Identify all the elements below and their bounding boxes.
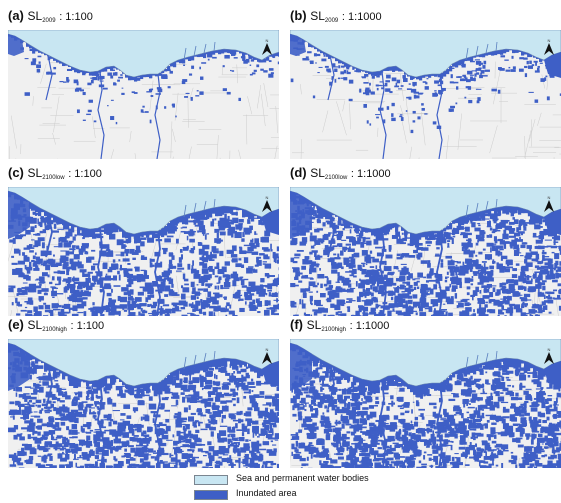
harbor-piers — [183, 198, 216, 218]
panel-title: (c) SL2100low : 1:100 — [8, 165, 102, 185]
river-channels — [45, 363, 161, 468]
map-panel-a: (a) SL2009 : 1:100 N — [8, 8, 279, 160]
legend-label: Inundated area — [236, 488, 297, 498]
svg-text:N: N — [266, 195, 269, 200]
sea-area — [8, 187, 279, 235]
panel-sl-sub: 2100low — [324, 175, 348, 181]
north-arrow-icon: N — [543, 195, 555, 213]
panel-sl: SL — [27, 9, 43, 23]
panel-letter: (f) — [290, 317, 303, 332]
panel-sl: SL — [310, 9, 325, 23]
river-channels — [327, 54, 443, 159]
panel-ratio: : 1:1000 — [341, 11, 382, 23]
inundated-area — [20, 47, 279, 125]
inundation-map — [8, 187, 279, 316]
panel-sl-sub: 2100low — [42, 175, 65, 181]
river-channels — [45, 211, 161, 316]
western-inundation — [290, 34, 306, 56]
inundation-map — [290, 339, 561, 468]
river-channels — [327, 363, 443, 468]
svg-text:N: N — [548, 195, 551, 200]
panel-ratio: : 1:100 — [59, 11, 93, 23]
panel-title: (e) SL2100high : 1:100 — [8, 317, 104, 337]
panel-title: (a) SL2009 : 1:100 — [8, 8, 93, 28]
eastern-inundation — [544, 52, 561, 78]
sea-area — [290, 187, 561, 235]
inundated-area — [8, 196, 279, 316]
map-svg — [8, 187, 279, 316]
map-panel-e: (e) SL2100high : 1:100 N — [8, 317, 279, 469]
eastern-inundation — [544, 361, 561, 387]
panel-sl-sub: 2100high — [42, 327, 67, 333]
panel-letter: (a) — [8, 8, 24, 23]
legend-swatch-inundated — [194, 490, 228, 500]
inundated-area — [290, 36, 561, 134]
map-panel-f: (f) SL2100high : 1:1000 N — [290, 317, 561, 469]
panel-letter: (d) — [290, 165, 307, 180]
harbor-piers — [465, 41, 498, 61]
map-svg — [8, 30, 279, 159]
panel-title: (d) SL2100low : 1:1000 — [290, 165, 391, 185]
panel-letter: (c) — [8, 165, 24, 180]
harbor-piers — [465, 198, 498, 218]
sea-area — [290, 339, 561, 387]
panel-title: (f) SL2100high : 1:1000 — [290, 317, 389, 337]
panel-letter: (e) — [8, 317, 24, 332]
panel-sl-sub: 2009 — [324, 18, 339, 24]
svg-text:N: N — [548, 38, 551, 43]
eastern-inundation — [262, 209, 279, 235]
panel-letter: (b) — [290, 8, 307, 23]
map-svg — [8, 339, 279, 468]
western-inundation — [8, 191, 30, 239]
north-arrow-icon: N — [261, 195, 273, 213]
north-arrow-icon: N — [543, 38, 555, 56]
map-panel-d: (d) SL2100low : 1:1000 N — [290, 165, 561, 317]
panel-title: (b) SL2009 : 1:1000 — [290, 8, 382, 28]
panel-sl: SL — [27, 166, 43, 180]
eastern-inundation — [262, 361, 279, 387]
western-inundation — [8, 343, 30, 391]
north-arrow-icon: N — [261, 38, 273, 56]
panel-ratio: : 1:1000 — [349, 320, 390, 332]
western-inundation — [290, 191, 312, 239]
map-svg — [290, 187, 561, 316]
panel-sl: SL — [310, 166, 325, 180]
inundation-map — [8, 30, 279, 159]
sea-area — [290, 30, 561, 78]
panel-sl-sub: 2009 — [42, 18, 56, 24]
svg-text:N: N — [266, 38, 269, 43]
map-panel-b: (b) SL2009 : 1:1000 N — [290, 8, 561, 160]
panel-ratio: : 1:1000 — [350, 168, 391, 180]
svg-text:N: N — [266, 347, 269, 352]
sea-area — [8, 339, 279, 387]
north-arrow-icon: N — [543, 347, 555, 365]
north-arrow-icon: N — [261, 347, 273, 365]
western-inundation — [8, 34, 24, 56]
river-channels — [327, 211, 443, 316]
panel-sl-sub: 2100high — [321, 327, 347, 333]
inundation-map — [290, 187, 561, 316]
panel-ratio: : 1:100 — [70, 320, 105, 332]
harbor-piers — [465, 350, 498, 370]
panel-sl: SL — [27, 318, 43, 332]
harbor-piers — [183, 350, 216, 370]
legend-label: Sea and permanent water bodies — [236, 473, 369, 483]
map-svg — [290, 339, 561, 468]
harbor-piers — [183, 41, 216, 61]
panel-ratio: : 1:100 — [68, 168, 102, 180]
inundation-map — [290, 30, 561, 159]
panel-sl: SL — [306, 318, 322, 332]
map-svg — [290, 30, 561, 159]
inundation-map — [8, 339, 279, 468]
river-channels — [45, 54, 161, 159]
western-inundation — [290, 343, 312, 391]
legend-swatch-sea — [194, 475, 228, 485]
eastern-inundation — [544, 209, 561, 235]
sea-area — [8, 30, 279, 78]
map-panel-c: (c) SL2100low : 1:100 N — [8, 165, 279, 317]
